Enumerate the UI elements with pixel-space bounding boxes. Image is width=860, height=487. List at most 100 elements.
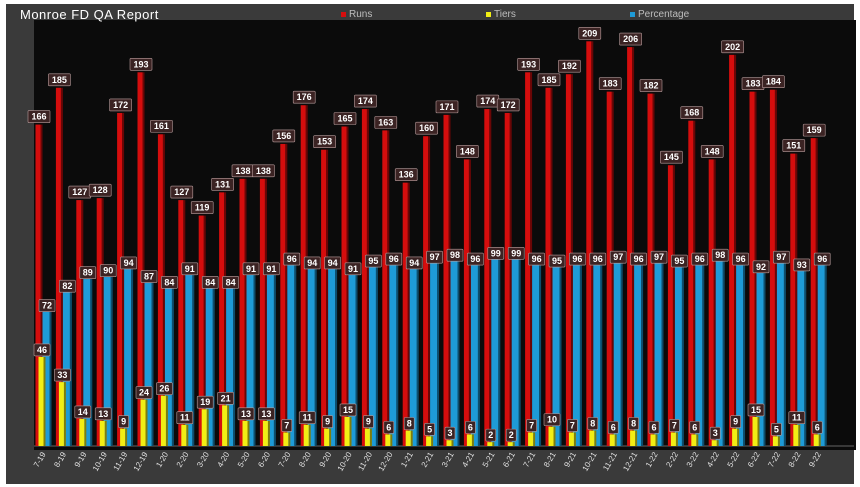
- bar-shade-percentage-10-19: [110, 271, 113, 446]
- bar-percentage-3-21: [450, 256, 458, 446]
- data-label-percentage-4-21: 96: [470, 254, 480, 264]
- data-label-runs-10-21: 209: [582, 28, 597, 38]
- x-tick-label-5-22: 5-22: [726, 450, 742, 469]
- bar-runs-11-20: [361, 109, 367, 446]
- bar-shade-tiers-1-20: [165, 395, 168, 446]
- bar-percentage-9-19: [83, 273, 91, 446]
- bar-shade-tiers-5-21: [492, 442, 495, 446]
- bar-shade-percentage-9-21: [579, 260, 582, 446]
- bar-shade-percentage-2-20: [192, 269, 195, 446]
- data-label-box-tiers-2-20: [176, 411, 194, 425]
- legend-swatch-percentage: [630, 11, 635, 17]
- bar-shade-tiers-8-21: [553, 426, 556, 446]
- bar-runs-9-22: [810, 138, 816, 447]
- data-label-box-tiers-5-21: [485, 428, 497, 442]
- bar-shade-percentage-7-19: [49, 306, 52, 446]
- data-label-tiers-1-21: 8: [407, 419, 412, 429]
- data-label-box-percentage-8-21: [548, 254, 566, 268]
- data-label-box-runs-4-21: [456, 145, 479, 158]
- data-label-box-runs-9-22: [802, 123, 826, 137]
- data-label-runs-8-22: 151: [786, 141, 801, 151]
- x-tick-label-11-20: 11-20: [356, 450, 374, 472]
- data-label-runs-2-22: 145: [664, 152, 679, 162]
- data-label-percentage-4-22: 98: [715, 250, 725, 260]
- bar-shade-runs-10-21: [591, 41, 594, 447]
- data-label-runs-6-21: 172: [501, 100, 516, 110]
- data-label-box-runs-6-21: [496, 98, 520, 112]
- bar-shade-percentage-2-21: [437, 258, 440, 446]
- bar-percentage-8-22: [797, 265, 805, 446]
- data-label-box-tiers-5-20: [237, 407, 255, 421]
- bar-percentage-10-19: [103, 271, 111, 446]
- bar-shade-runs-1-20: [162, 134, 165, 446]
- bar-tiers-4-22: [711, 440, 717, 446]
- bar-shade-tiers-5-22: [737, 428, 740, 446]
- data-label-box-runs-4-22: [700, 145, 724, 158]
- x-tick-label-1-21: 1-21: [399, 450, 415, 469]
- bar-shade-tiers-2-21: [431, 436, 434, 446]
- x-tick-label-8-20: 8-20: [297, 450, 313, 469]
- bar-percentage-1-21: [409, 263, 417, 446]
- data-label-runs-7-21: 193: [521, 59, 536, 69]
- data-label-tiers-6-20: 13: [261, 409, 271, 419]
- bar-tiers-12-21: [630, 430, 636, 446]
- x-tick-label-4-20: 4-20: [216, 450, 232, 469]
- bar-shade-percentage-8-21: [559, 262, 562, 446]
- bar-tiers-9-22: [813, 434, 819, 446]
- data-label-box-percentage-9-19: [79, 266, 97, 279]
- bar-shade-tiers-7-19: [43, 356, 46, 446]
- data-label-box-percentage-9-21: [569, 252, 586, 266]
- data-label-runs-10-19: 128: [93, 185, 108, 195]
- bar-shade-tiers-3-20: [206, 409, 209, 446]
- data-label-box-tiers-7-21: [526, 419, 537, 432]
- data-label-box-tiers-10-20: [339, 403, 357, 417]
- bar-percentage-9-22: [817, 260, 825, 446]
- bar-shade-runs-3-22: [693, 120, 696, 446]
- bar-percentage-5-22: [736, 260, 744, 446]
- bar-percentage-11-20: [368, 262, 376, 446]
- x-tick-label-11-21: 11-21: [601, 450, 619, 472]
- bar-shade-runs-9-22: [815, 138, 818, 447]
- bar-runs-9-19: [76, 200, 82, 446]
- data-label-percentage-3-20: 84: [205, 277, 215, 287]
- bar-shade-percentage-4-21: [477, 260, 480, 446]
- data-label-percentage-5-21: 99: [491, 248, 501, 258]
- x-tick-label-7-20: 7-20: [277, 450, 293, 469]
- bar-tiers-11-21: [609, 434, 615, 446]
- data-label-percentage-9-20: 94: [328, 258, 338, 268]
- data-label-box-runs-9-20: [313, 135, 336, 149]
- data-label-box-percentage-7-21: [528, 252, 545, 266]
- bar-percentage-4-22: [715, 256, 723, 446]
- bar-shade-runs-5-21: [489, 109, 492, 446]
- bar-shade-runs-11-21: [611, 91, 614, 447]
- data-label-tiers-9-19: 14: [78, 407, 88, 417]
- data-label-box-tiers-9-19: [74, 405, 92, 419]
- bar-shade-percentage-6-22: [763, 267, 766, 446]
- data-label-tiers-12-20: 6: [386, 422, 391, 432]
- data-label-tiers-8-19: 33: [57, 370, 67, 380]
- data-label-box-tiers-3-22: [689, 421, 701, 434]
- data-label-tiers-8-21: 10: [547, 415, 557, 425]
- data-label-box-percentage-11-19: [120, 256, 137, 270]
- data-label-percentage-11-21: 97: [613, 252, 623, 262]
- bar-shade-tiers-10-21: [594, 430, 597, 446]
- x-tick-label-2-20: 2-20: [175, 450, 191, 469]
- bar-shade-percentage-5-20: [253, 269, 256, 446]
- data-label-runs-7-19: 166: [31, 112, 46, 122]
- data-label-box-runs-4-20: [211, 178, 234, 191]
- bar-tiers-11-19: [120, 428, 126, 446]
- data-label-box-percentage-4-20: [222, 276, 239, 289]
- data-label-box-percentage-3-21: [446, 248, 464, 262]
- bar-shade-runs-6-20: [264, 178, 267, 447]
- bar-percentage-6-22: [756, 267, 764, 446]
- bar-percentage-5-20: [246, 269, 254, 446]
- bar-tiers-10-21: [589, 430, 595, 446]
- data-label-box-tiers-1-20: [156, 382, 173, 395]
- bar-runs-9-21: [565, 74, 571, 446]
- data-label-box-runs-12-19: [129, 57, 153, 71]
- bar-percentage-9-20: [328, 263, 336, 446]
- x-tick-label-8-19: 8-19: [52, 450, 68, 469]
- data-label-box-tiers-5-22: [730, 415, 741, 428]
- data-label-runs-2-20: 127: [174, 187, 189, 197]
